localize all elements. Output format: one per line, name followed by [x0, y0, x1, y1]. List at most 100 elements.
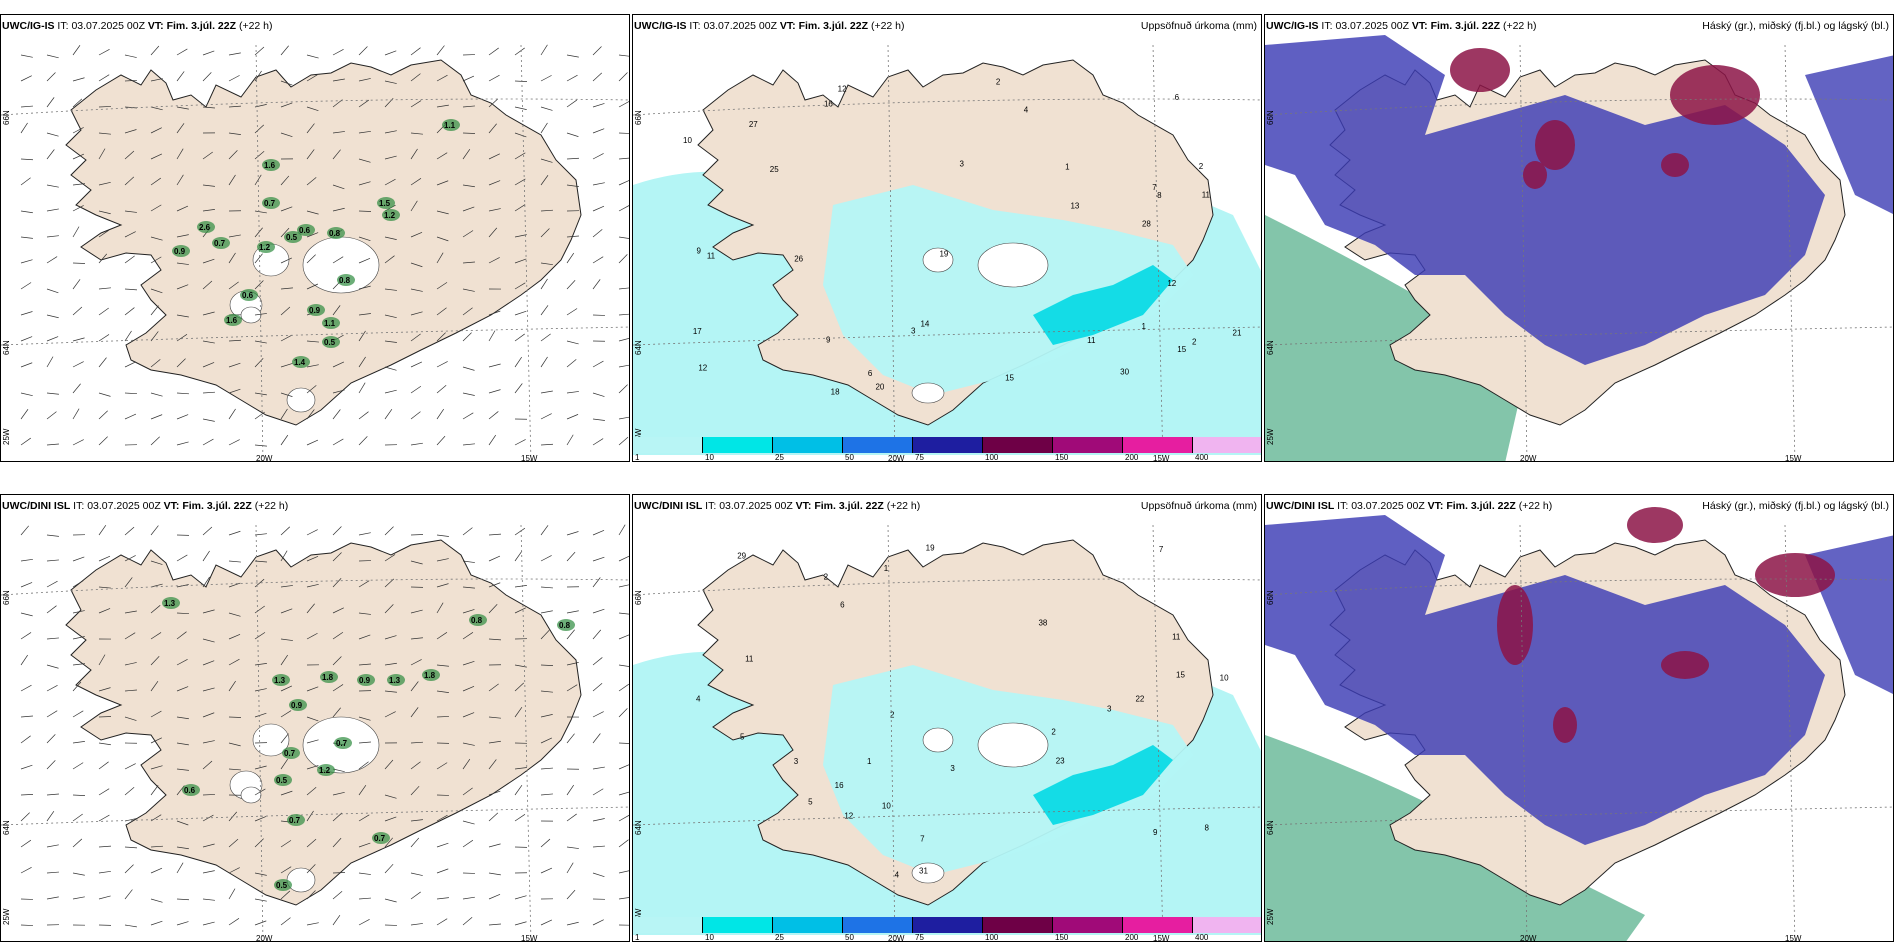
wind-barb — [20, 236, 33, 239]
wind-panel-row2: UWC/DINI ISL IT: 03.07.2025 00Z VT: Fim.… — [0, 494, 630, 942]
wind-barb — [228, 918, 240, 926]
wind-barb — [254, 533, 267, 536]
wind-barb — [410, 333, 421, 342]
wind-barb — [566, 391, 579, 394]
wind-barb — [384, 255, 395, 264]
colorbar-tick: 150 — [1055, 453, 1069, 462]
wind-barb — [592, 657, 603, 666]
wind-barb — [254, 898, 267, 902]
wind-barb — [488, 843, 501, 848]
wind-value-label: 0.8 — [471, 616, 483, 625]
wind-barb — [592, 418, 605, 421]
wind-barb — [72, 337, 85, 342]
wind-value-label: 0.7 — [284, 749, 296, 758]
wind-barb — [488, 98, 499, 108]
wind-barb — [202, 638, 215, 643]
wind-barb — [618, 897, 629, 900]
wind-barb — [202, 391, 215, 394]
wind-barb — [514, 333, 525, 342]
wind-barb — [540, 305, 549, 316]
wind-barb — [46, 336, 59, 342]
wind-barb — [124, 689, 137, 692]
wind-barb — [46, 793, 59, 796]
wind-barb — [176, 314, 189, 318]
wind-barb — [358, 436, 368, 446]
wind-barb — [202, 151, 213, 160]
wind-barb — [46, 149, 55, 160]
wind-barb — [124, 763, 136, 770]
precip-value-label: 6 — [868, 369, 873, 378]
wind-barb — [514, 767, 527, 770]
precip-value-label: 19 — [926, 543, 935, 552]
wind-barb — [618, 612, 629, 615]
wind-barb — [540, 586, 553, 589]
wind-barb — [358, 741, 371, 744]
wind-barb — [254, 253, 263, 264]
latitude-line — [1265, 578, 1893, 596]
wind-barb — [566, 279, 576, 290]
cloud-map: 20W 15W 66N 64N 25W — [1265, 15, 1893, 461]
precip-value-label: 12 — [698, 364, 707, 373]
precip-value-label: 29 — [737, 552, 746, 561]
precip-value-label: 11 — [1202, 191, 1211, 200]
precip-value-label: 17 — [693, 327, 702, 336]
wind-barb — [280, 227, 290, 238]
wind-barb — [20, 362, 33, 368]
wind-barb — [566, 551, 576, 562]
wind-barb — [72, 383, 81, 394]
colorbar-swatch — [773, 917, 843, 933]
wind-barb — [228, 439, 240, 446]
precip-value-label: 15 — [1005, 373, 1014, 382]
wind-barb — [566, 921, 579, 926]
wind-barb — [280, 526, 291, 536]
precip-area — [823, 665, 1193, 875]
wind-barb — [540, 664, 554, 666]
wind-barb — [358, 78, 371, 82]
wind-barb — [202, 687, 215, 692]
wind-barb — [514, 585, 527, 588]
wind-barb — [46, 896, 59, 900]
wind-barb — [618, 205, 629, 212]
wind-value-label: 0.6 — [299, 226, 311, 235]
wind-barb — [254, 340, 267, 344]
wind-barb — [72, 636, 85, 640]
wind-barb — [384, 366, 397, 371]
wind-barb — [618, 337, 629, 342]
wind-barb — [384, 526, 394, 536]
wind-barb — [436, 385, 447, 394]
wind-barb — [332, 684, 344, 692]
wind-barb — [46, 392, 59, 395]
wind-barb — [462, 839, 474, 848]
wind-barb — [202, 814, 214, 822]
wind-barb — [462, 820, 475, 825]
wind-barb — [488, 604, 498, 614]
colorbar-tick: 50 — [845, 933, 854, 942]
wind-barb — [358, 356, 366, 368]
colorbar-tick: 200 — [1125, 933, 1139, 942]
precip-value-label: 11 — [745, 655, 754, 664]
mid-cloud — [1805, 55, 1893, 214]
wind-barb — [280, 335, 292, 342]
wind-barb — [592, 529, 605, 536]
wind-barb — [592, 279, 601, 290]
precip-value-label: 38 — [1038, 619, 1047, 628]
wind-barb — [306, 922, 319, 926]
wind-barb — [228, 634, 241, 640]
wind-barb — [124, 79, 138, 82]
wind-barb — [176, 921, 189, 926]
wind-barb — [332, 256, 344, 264]
precip-blob — [289, 699, 307, 711]
wind-barb — [436, 435, 446, 446]
wind-barb — [566, 340, 579, 345]
wind-barb — [98, 210, 111, 215]
wind-barb — [72, 838, 83, 848]
wind-barb — [514, 895, 527, 900]
wind-value-label: 1.3 — [389, 676, 401, 685]
wind-barb — [306, 786, 317, 796]
wind-barb — [46, 734, 56, 744]
high-cloud — [1661, 153, 1689, 177]
wind-barb — [228, 75, 240, 82]
precip-blob — [557, 619, 575, 631]
wind-barb — [436, 74, 448, 82]
glacier — [922, 247, 954, 273]
